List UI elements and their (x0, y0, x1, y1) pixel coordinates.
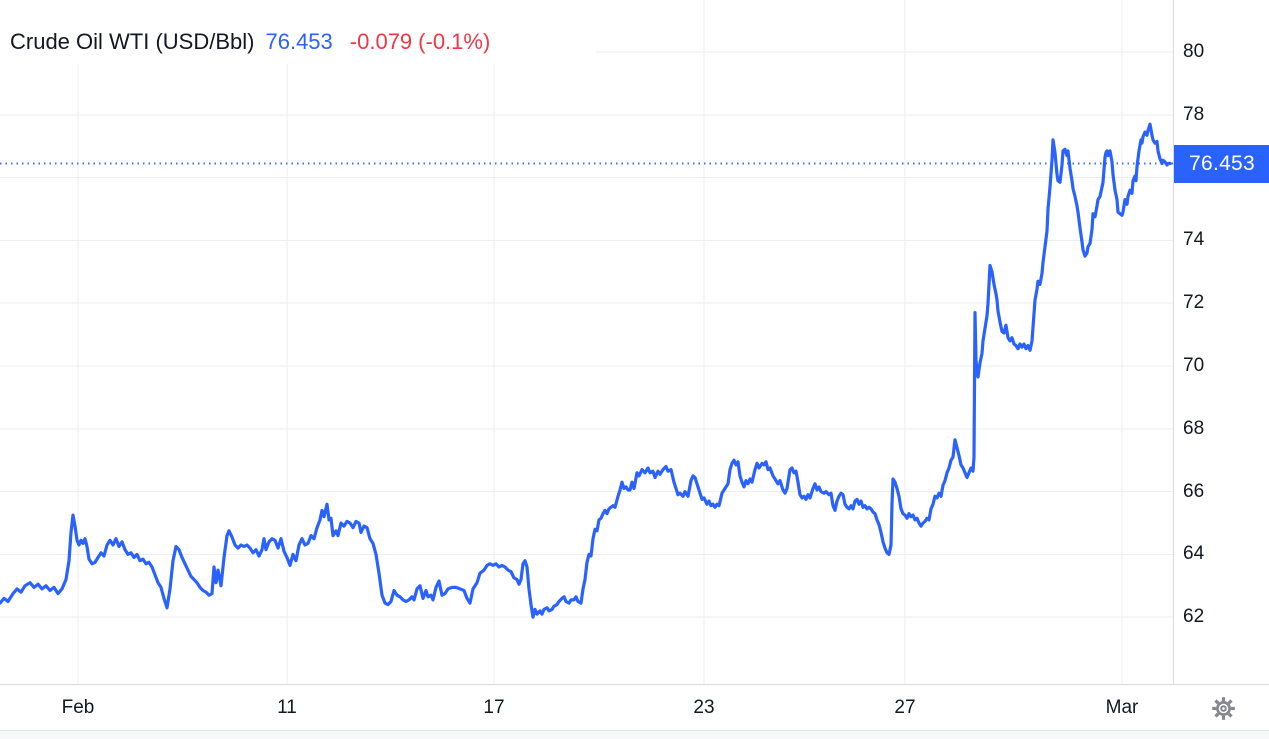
time-axis-label: Mar (1105, 697, 1139, 718)
settings-gear-button[interactable] (1209, 694, 1237, 722)
time-axis-label: 17 (483, 697, 505, 718)
price-axis-label: 68 (1183, 417, 1205, 439)
time-axis-label: 23 (693, 697, 715, 718)
price-axis-label: 72 (1183, 292, 1205, 314)
price-line-chart[interactable] (0, 0, 1173, 684)
price-change: -0.079 (349, 29, 413, 54)
price-axis-label: 62 (1183, 606, 1205, 628)
price-axis-label: 80 (1183, 41, 1205, 62)
last-price-value: 76.453 (265, 29, 333, 54)
price-axis-label: 70 (1183, 355, 1205, 376)
last-price-badge: 76.453 (1174, 145, 1269, 183)
chart-legend: Crude Oil WTI (USD/Bbl) 76.453 -0.079 (-0.1… (0, 22, 505, 64)
price-axis-label: 66 (1183, 480, 1205, 502)
price-axis-label: 78 (1183, 103, 1205, 125)
price-series-path (0, 122, 1172, 619)
price-axis-label: 64 (1183, 543, 1205, 565)
time-axis-label: 27 (894, 697, 916, 718)
time-axis-label: 11 (277, 697, 297, 718)
price-axis[interactable]: 76.453 80 78 74 72 70 68 66 64 62 (1173, 0, 1269, 730)
price-axis-label: 74 (1183, 229, 1205, 251)
time-axis[interactable]: Feb 11 17 23 27 Mar (0, 684, 1269, 731)
price-change-percent: (-0.1%) (418, 29, 491, 54)
gear-icon (1211, 696, 1235, 720)
time-axis-label: Feb (61, 697, 95, 718)
chart-canvas[interactable] (0, 0, 1173, 684)
widget-bottom-strip (0, 730, 1269, 739)
symbol-title: Crude Oil WTI (USD/Bbl) (10, 29, 255, 54)
